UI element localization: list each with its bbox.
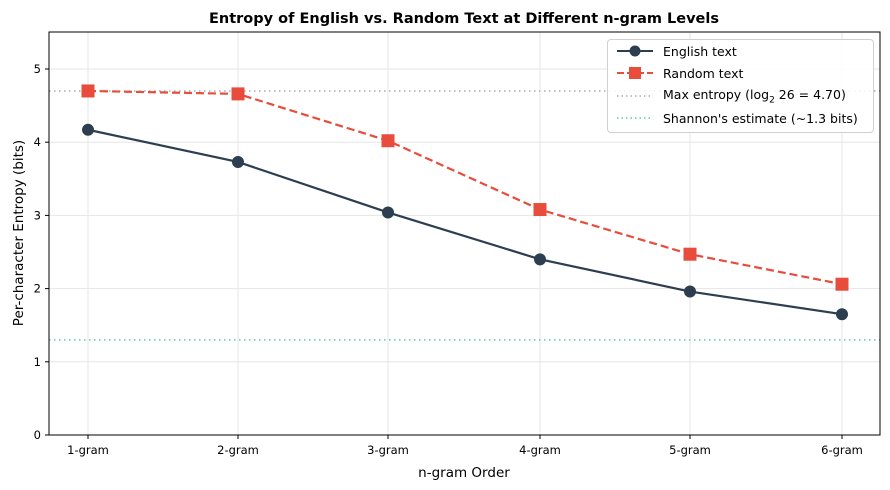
svg-text:4: 4: [34, 135, 41, 149]
square-marker-icon: [617, 67, 653, 79]
dotted-line-icon: [617, 117, 653, 119]
legend: English text Random text Max entropy (lo…: [607, 39, 874, 133]
legend-label: Shannon's estimate (~1.3 bits): [663, 110, 858, 126]
legend-item-random: Random text: [608, 62, 743, 84]
x-axis-label: n-gram Order: [418, 465, 510, 481]
svg-text:4-gram: 4-gram: [519, 443, 561, 457]
dotted-line-icon: [617, 95, 653, 97]
legend-item-shannon: Shannon's estimate (~1.3 bits): [608, 107, 858, 129]
legend-label: Max entropy (log2 26 = 4.70): [663, 86, 846, 106]
circle-marker-icon: [617, 45, 653, 57]
svg-text:0: 0: [34, 428, 41, 442]
svg-text:6-gram: 6-gram: [821, 443, 863, 457]
svg-text:3: 3: [34, 208, 41, 222]
legend-item-max-entropy: Max entropy (log2 26 = 4.70): [608, 85, 846, 107]
data-series: [81, 84, 849, 321]
plot-frame: [48, 31, 881, 436]
reference-lines: [49, 90, 880, 341]
y-axis-label: Per-character Entropy (bits): [11, 140, 27, 326]
y-axis-ticks: 0 1 2 3 4 5: [34, 62, 49, 442]
svg-text:5: 5: [34, 62, 41, 76]
legend-label: English text: [663, 43, 737, 59]
chart-title: Entropy of English vs. Random Text at Di…: [209, 11, 719, 27]
svg-text:2-gram: 2-gram: [217, 443, 259, 457]
svg-text:5-gram: 5-gram: [669, 443, 711, 457]
svg-text:1: 1: [34, 355, 41, 369]
x-axis-ticks: 1-gram 2-gram 3-gram 4-gram 5-gram 6-gram: [67, 435, 863, 457]
svg-text:2: 2: [34, 282, 41, 296]
svg-text:3-gram: 3-gram: [367, 443, 409, 457]
svg-text:1-gram: 1-gram: [67, 443, 109, 457]
legend-label: Random text: [663, 65, 744, 81]
legend-item-english: English text: [608, 40, 737, 62]
